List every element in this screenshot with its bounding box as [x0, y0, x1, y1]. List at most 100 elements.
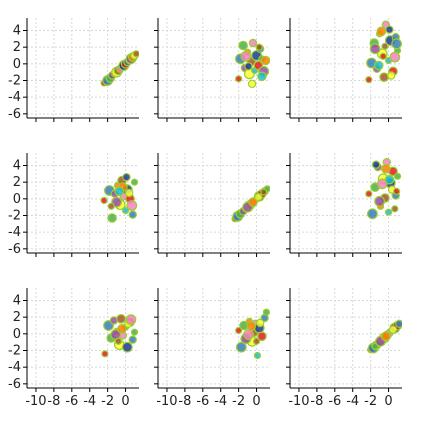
y-tick-label: 0: [13, 57, 21, 72]
data-point: [262, 308, 270, 316]
data-point: [130, 178, 139, 186]
y-tick-label: -2: [8, 209, 21, 224]
data-point: [388, 325, 398, 334]
data-point: [255, 318, 265, 328]
data-point: [101, 350, 109, 358]
data-point: [124, 188, 134, 198]
data-point: [260, 188, 268, 196]
y-tick-label: -4: [8, 360, 21, 375]
y-tick-label: 0: [13, 327, 21, 342]
y-tick-label: -4: [8, 225, 21, 240]
data-point: [257, 71, 267, 82]
x-tick-label: 0: [384, 394, 392, 409]
data-point: [385, 25, 394, 34]
panel-r2-c2: -10 -8 -6 -4 -2 0: [286, 288, 402, 409]
x-tick-label: -4: [83, 394, 96, 409]
y-tick-label: -2: [8, 344, 21, 359]
panel-r2-c1: -10 -8 -6 -4 -2 0: [154, 288, 270, 409]
data-point: [369, 43, 381, 55]
data-point: [121, 341, 133, 353]
data-point: [114, 186, 125, 197]
panel-points: [100, 172, 139, 223]
data-point: [128, 335, 137, 344]
panel-points: [100, 50, 139, 87]
data-point: [248, 38, 258, 48]
data-point: [253, 351, 262, 360]
data-point: [374, 195, 386, 207]
data-point: [114, 337, 122, 345]
data-point: [255, 43, 263, 51]
data-point: [132, 50, 139, 58]
x-tick-label: -8: [178, 394, 191, 409]
panel-r0-c2: [286, 18, 402, 122]
y-tick-label: -2: [8, 74, 21, 89]
y-tick-label: -6: [8, 242, 21, 257]
data-point: [235, 75, 243, 83]
data-point: [116, 314, 126, 324]
data-point: [379, 72, 389, 82]
y-tick-label: 2: [13, 175, 21, 190]
x-tick-label: -6: [328, 394, 341, 409]
data-point: [246, 321, 256, 332]
panel-r1-c0: -6 -4-2 0 24: [8, 153, 139, 257]
data-point: [384, 174, 395, 185]
data-point: [243, 329, 254, 341]
data-point: [381, 331, 391, 342]
data-point: [384, 208, 393, 216]
data-point: [260, 55, 270, 66]
panel-points: [235, 38, 270, 89]
panel-points: [365, 157, 402, 220]
y-tick-label: 4: [13, 24, 21, 39]
x-tick-label: -8: [310, 394, 323, 409]
panel-r0-c1: [154, 18, 270, 122]
panel-points: [101, 314, 139, 358]
x-tick-label: -6: [65, 394, 78, 409]
data-point: [128, 210, 137, 219]
y-tick-label: -6: [8, 107, 21, 122]
data-point: [125, 314, 137, 326]
y-tick-label: 4: [13, 159, 21, 174]
data-point: [387, 71, 396, 80]
x-tick-label: -10: [288, 394, 309, 409]
panel-r1-c1: [154, 153, 270, 257]
data-point: [391, 205, 399, 213]
data-point: [257, 331, 267, 342]
panel-points: [365, 20, 402, 84]
data-point: [371, 160, 381, 169]
data-point: [381, 164, 391, 174]
data-point: [381, 42, 389, 50]
data-point: [367, 208, 378, 220]
x-tick-label: -2: [232, 394, 245, 409]
data-point: [121, 206, 130, 215]
panel-points: [231, 185, 270, 223]
data-point: [252, 337, 261, 345]
panel-r0-c0: -6 -4-2 0 24: [8, 18, 139, 122]
data-point: [235, 341, 247, 353]
panel-points: [235, 308, 270, 360]
data-point: [391, 38, 402, 50]
y-tick-label: 0: [13, 192, 21, 207]
y-tick-label: 4: [13, 294, 21, 309]
data-point: [376, 26, 387, 37]
data-point: [389, 51, 401, 63]
data-point: [393, 187, 401, 195]
data-point: [393, 172, 402, 180]
data-point: [107, 202, 115, 210]
y-tick-label: -6: [8, 377, 21, 392]
data-point: [373, 60, 384, 71]
data-point: [235, 326, 243, 335]
data-point: [247, 79, 257, 89]
data-point: [107, 213, 117, 223]
x-tick-label: -2: [364, 394, 377, 409]
data-point: [365, 76, 373, 84]
data-point: [379, 52, 387, 60]
data-point: [126, 200, 138, 211]
data-point: [122, 172, 131, 182]
x-tick-label: 0: [252, 394, 260, 409]
data-point: [395, 319, 402, 329]
data-point: [238, 40, 248, 51]
x-tick-label: -10: [156, 394, 177, 409]
